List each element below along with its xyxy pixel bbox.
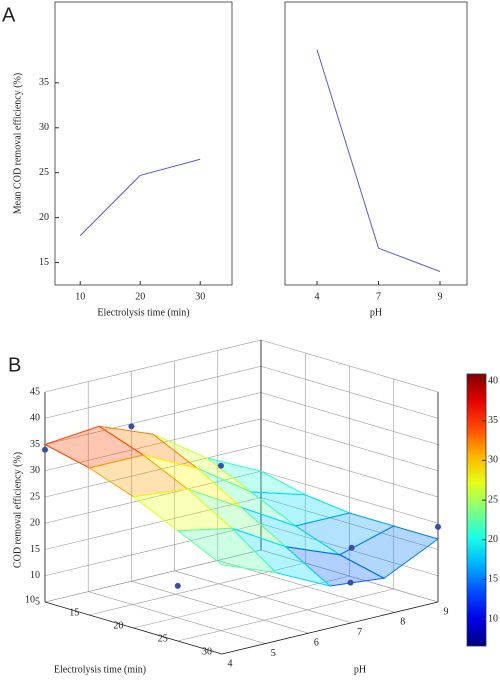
y-grid-line <box>260 549 439 603</box>
x-tick-label: 4 <box>315 291 320 302</box>
x-tick-label: 20 <box>114 620 124 631</box>
x-tick-label: 30 <box>195 291 205 302</box>
panel-label: B <box>8 354 21 376</box>
y-axis-label: pH <box>354 664 366 675</box>
x-tick-label: 20 <box>135 291 145 302</box>
x-tick-label: 9 <box>438 291 443 302</box>
z-grid-line <box>44 365 262 419</box>
x-tick-label: 25 <box>158 633 168 644</box>
x-tick-label: 7 <box>376 291 381 302</box>
y-tick-label: 7 <box>357 627 362 638</box>
data-point <box>347 579 354 586</box>
x-tick-label: 15 <box>69 607 79 618</box>
x-axis-label: Electrolysis time (min) <box>97 307 189 318</box>
y-tick-label: 4 <box>228 658 233 669</box>
panel-label: A <box>2 4 16 26</box>
y-tick-label: 20 <box>39 212 49 223</box>
y-tick-label: 15 <box>39 257 49 268</box>
y-tick-label: 25 <box>39 167 49 178</box>
z-grid-line <box>44 497 262 550</box>
z-tick-label: 15 <box>30 544 40 555</box>
x-axis-label: pH <box>370 307 382 318</box>
z-tick-label: 45 <box>30 386 40 397</box>
z-grid-line <box>44 392 262 445</box>
y-grid-line <box>88 591 266 644</box>
surface-cell <box>176 527 278 574</box>
z-tick-label: 40 <box>30 413 40 424</box>
y-tick-label: 30 <box>39 122 49 133</box>
x-tick-label: 30 <box>202 646 212 657</box>
y-tick-label: 8 <box>400 617 405 628</box>
data-point <box>348 544 355 551</box>
y-tick-label: 35 <box>39 77 49 88</box>
z-tick-label: 35 <box>30 439 40 450</box>
x-grid-line <box>44 549 262 603</box>
y-tick-label: 5 <box>271 648 276 659</box>
colorbar-tick-label: 25 <box>488 494 498 505</box>
plot-frame <box>284 1 468 286</box>
z-grid-line <box>44 418 262 472</box>
x-tick-label: 10 <box>25 594 35 605</box>
colorbar-tick-label: 35 <box>488 415 498 426</box>
y-tick-label: 6 <box>314 637 319 648</box>
data-point <box>217 462 224 469</box>
z-tick-label: 25 <box>30 491 40 502</box>
z-tick-label: 10 <box>30 570 40 581</box>
z-tick-label: 5 <box>35 596 40 607</box>
x-tick-label: 10 <box>75 291 85 302</box>
z-tick-label: 20 <box>30 518 40 529</box>
z-grid-line <box>44 339 262 393</box>
z-tick-label: 30 <box>30 465 40 476</box>
z-axis-label: COD removal efficiency (%) <box>12 452 23 568</box>
y-axis-label: Mean COD removal efficiency (%) <box>12 73 23 214</box>
y-grid-line <box>131 580 309 634</box>
data-point <box>435 523 441 530</box>
colorbar-tick-label: 10 <box>488 613 498 624</box>
data-point <box>42 446 48 453</box>
data-line <box>79 158 201 236</box>
data-line <box>316 49 441 272</box>
x-grid-line <box>177 588 394 642</box>
colorbar-tick-label: 30 <box>488 455 498 466</box>
colorbar <box>466 373 487 647</box>
box-edge <box>221 601 439 655</box>
data-point <box>128 423 135 430</box>
box-edge <box>44 601 223 655</box>
y-grid-line <box>217 560 395 613</box>
y-grid-line <box>174 570 352 624</box>
z-grid-line <box>44 444 262 498</box>
y-tick-label: 9 <box>444 606 449 617</box>
z-grid-line <box>44 523 262 577</box>
colorbar-tick-label: 40 <box>488 375 498 386</box>
data-point <box>174 582 181 589</box>
colorbar-tick-label: 20 <box>488 534 498 545</box>
colorbar-tick-label: 15 <box>488 574 498 585</box>
x-axis-label: Electrolysis time (min) <box>54 664 146 675</box>
x-grid-line <box>133 575 350 629</box>
plot-frame <box>54 1 233 286</box>
